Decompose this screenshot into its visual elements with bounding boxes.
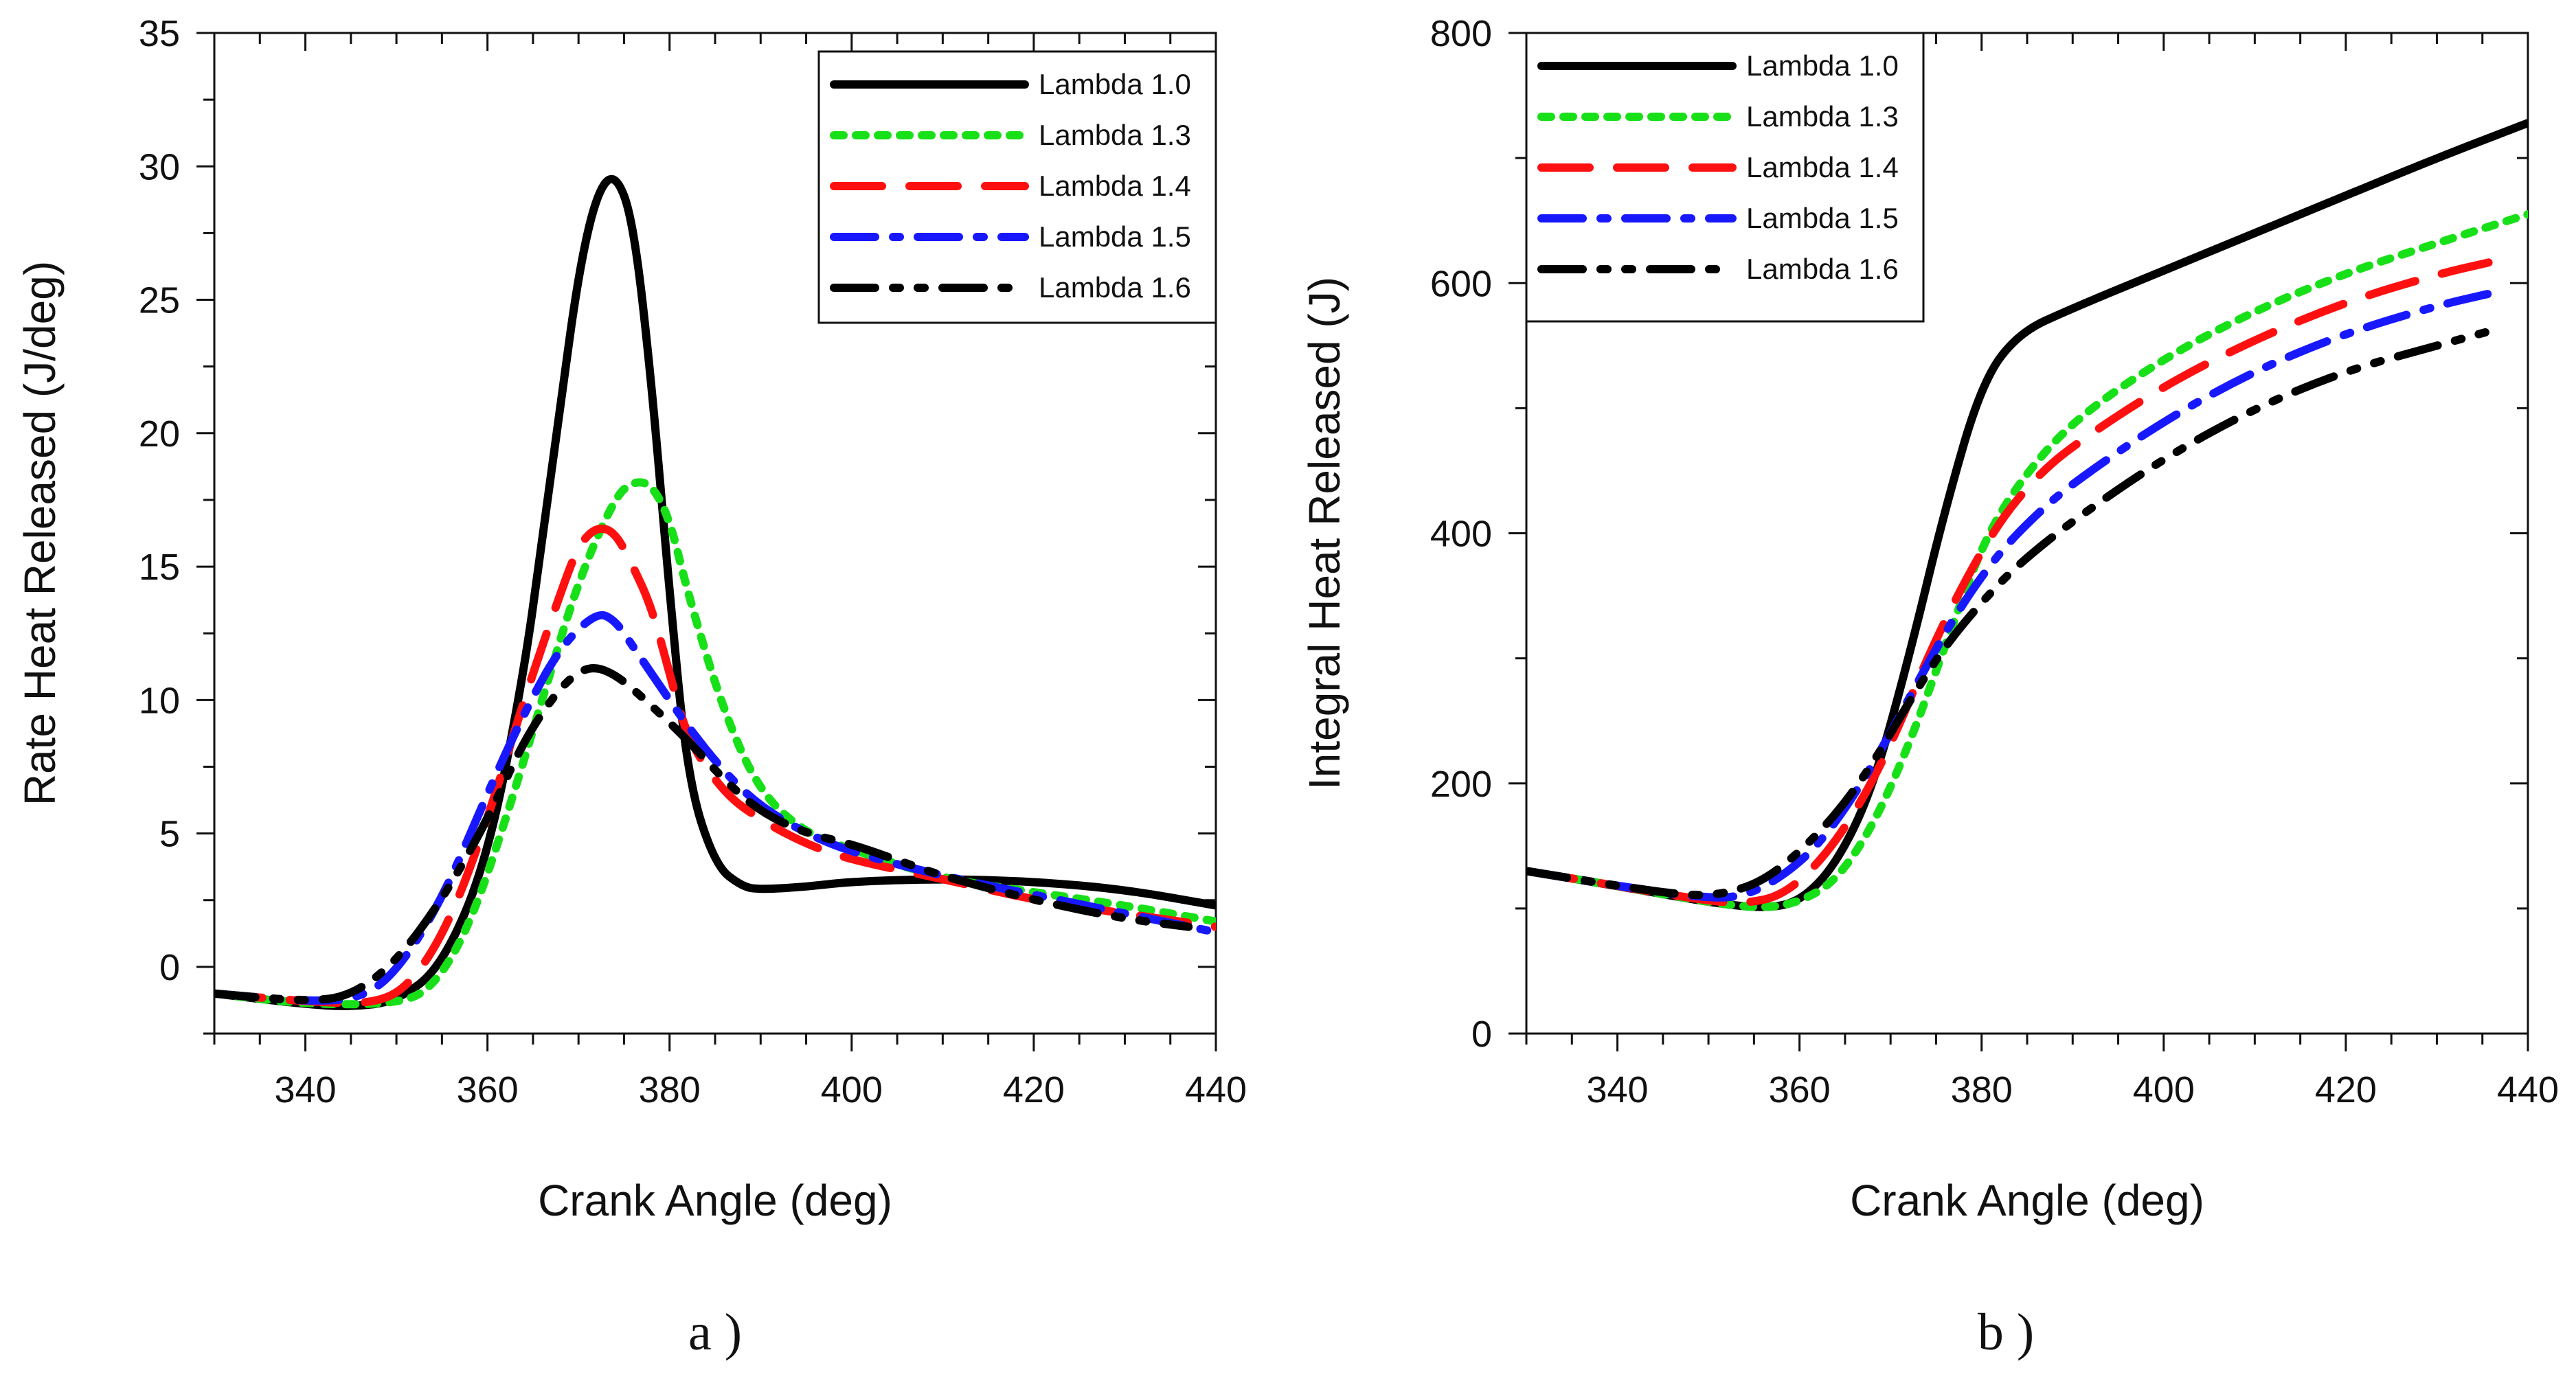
y-tick-label: 25 [139,280,180,321]
y-tick-label: 15 [139,547,180,588]
series-line-lambda-1-4 [1526,258,2496,907]
y-tick-label: 800 [1430,13,1492,54]
x-tick-label: 420 [2315,1069,2377,1110]
legend-label: Lambda 1.6 [1039,271,1191,304]
series-line-lambda-1-0 [214,174,1216,1010]
y-tick-label: 0 [1471,1014,1492,1055]
y-tick-label: 0 [159,947,180,988]
y-tick-label: 30 [139,146,180,187]
y-tick-label: 10 [139,680,180,721]
legend-label: Lambda 1.6 [1746,253,1899,285]
x-tick-label: 340 [1586,1069,1648,1110]
legend-label: Lambda 1.0 [1039,68,1191,100]
legend-box [1525,32,1925,323]
chart-panel-a: 340 360 380 400 420 440 0 5 10 15 20 25 30 35 Crank An… [15,13,1247,1361]
y-tick-label: 5 [159,814,180,855]
x-tick-label: 360 [1769,1069,1831,1110]
y-tick-label: 400 [1430,514,1492,555]
x-tick-label: 400 [2133,1069,2195,1110]
x-tick-label: 400 [821,1069,883,1110]
series-line-lambda-1-5 [1526,288,2496,902]
y-tick-label: 600 [1430,263,1492,304]
panel-caption: a ) [688,1303,742,1361]
panel-caption: b ) [1978,1303,2034,1361]
x-tick-label: 440 [1185,1069,1247,1110]
x-tick-label: 340 [274,1069,336,1110]
legend-label: Lambda 1.4 [1039,170,1191,202]
legend-label: Lambda 1.0 [1746,49,1899,82]
legend-label: Lambda 1.5 [1039,220,1191,253]
y-tick-label: 20 [139,413,180,455]
x-axis-label: Crank Angle (deg) [538,1176,892,1225]
series-line-lambda-1-3 [1526,210,2528,911]
legend-label: Lambda 1.5 [1746,202,1899,234]
x-tick-label: 420 [1003,1069,1065,1110]
series-line-lambda-1-5 [214,611,1216,1005]
y-axis-label: Integral Heat Released (J) [1300,277,1349,790]
series-line-lambda-1-6 [1526,326,2496,900]
x-tick-label: 360 [457,1069,519,1110]
series-line-lambda-1-6 [214,664,1193,1005]
legend-label: Lambda 1.3 [1746,100,1899,133]
y-tick-label: 35 [139,13,180,54]
y-axis-label: Rate Heat Released (J/deg) [15,261,65,806]
x-axis-label: Crank Angle (deg) [1850,1176,2204,1225]
legend-label: Lambda 1.4 [1746,151,1899,183]
series-line-lambda-1-3 [214,478,1216,1009]
x-tick-label: 380 [1951,1069,2013,1110]
chart-panel-b: 340 360 380 400 420 440 0 200 400 600 800 Crank Ang… [1300,13,2559,1361]
x-tick-label: 440 [2497,1069,2559,1110]
y-tick-label: 200 [1430,764,1492,805]
series-line-lambda-1-4 [214,524,1216,1007]
legend-label: Lambda 1.3 [1039,119,1191,151]
x-tick-label: 380 [639,1069,701,1110]
